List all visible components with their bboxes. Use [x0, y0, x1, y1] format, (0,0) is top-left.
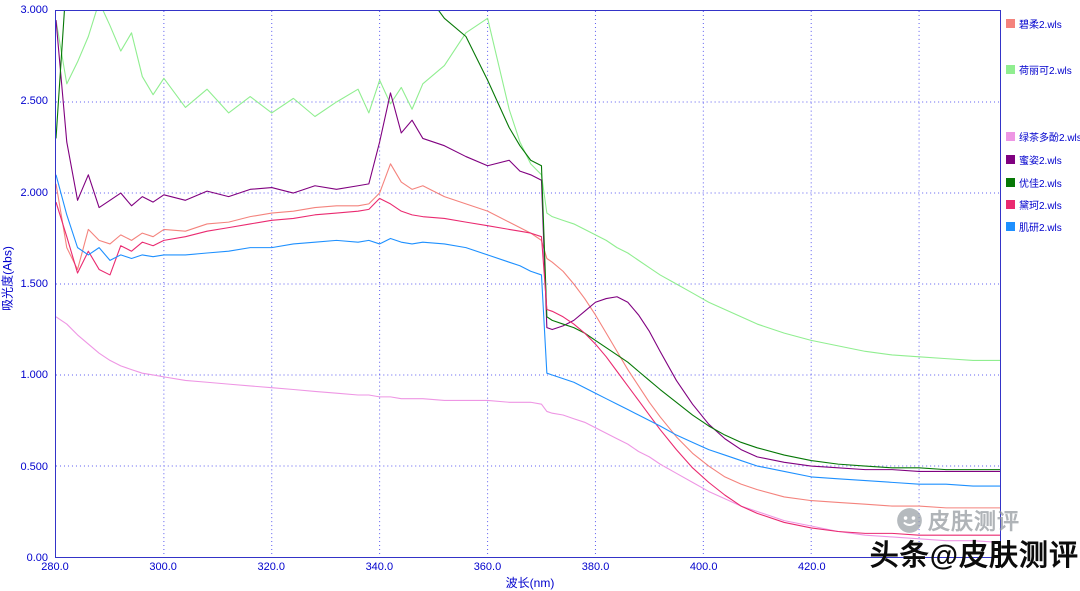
series-line-birou — [56, 163, 1000, 509]
y-tick-label: 2.500 — [20, 95, 48, 108]
legend-label: 优佳2.wls — [1019, 179, 1062, 190]
legend-swatch — [1006, 132, 1015, 141]
x-tick-label: 400.0 — [689, 561, 718, 573]
legend-item-jiyan[interactable]: 肌研2.wls — [1006, 219, 1062, 234]
y-axis-tick-labels: 3.000 2.500 2.000 1.500 1.000 0.500 0.00 — [6, 0, 50, 590]
legend-item-mizi[interactable]: 蜜姿2.wls — [1006, 152, 1062, 167]
legend-label: 绿茶多酚2.wls — [1019, 133, 1080, 144]
y-tick-label: 0.00 — [26, 552, 48, 564]
legend-label: 黛珂2.wls — [1019, 201, 1062, 212]
legend-swatch — [1006, 65, 1015, 74]
series-line-youjia — [56, 11, 1000, 471]
series-line-lvchaduofen — [56, 316, 1000, 544]
x-tick-label: 380.0 — [581, 561, 610, 573]
y-tick-label: 1.000 — [20, 369, 48, 382]
x-tick-label: 300.0 — [149, 561, 177, 573]
plot-canvas — [56, 11, 1000, 557]
legend: 碧柔2.wls 荷丽可2.wls 绿茶多酚2.wls 蜜姿2.wls 优佳2.wls 黛珂… — [1006, 0, 1080, 260]
x-tick-label: 340.0 — [365, 561, 394, 573]
x-tick-label: 320.0 — [257, 561, 285, 573]
legend-item-helike[interactable]: 荷丽可2.wls — [1006, 62, 1072, 77]
legend-swatch — [1006, 222, 1015, 231]
series-line-mizi — [56, 20, 1000, 472]
legend-swatch — [1006, 19, 1015, 28]
legend-item-lvchaduofen[interactable]: 绿茶多酚2.wls — [1006, 129, 1080, 144]
plot-area — [55, 10, 1001, 558]
legend-item-daike[interactable]: 黛珂2.wls — [1006, 197, 1062, 212]
y-tick-label: 2.000 — [20, 186, 48, 199]
x-axis-tick-labels: 280.0 300.0 320.0 340.0 360.0 380.0 400.0 420.0 — [0, 561, 1080, 574]
y-tick-label: 1.500 — [20, 278, 48, 290]
y-tick-label: 3.000 — [20, 4, 48, 16]
series-line-daike — [56, 197, 1000, 536]
legend-swatch — [1006, 200, 1015, 209]
x-axis-title: 波长(nm) — [505, 576, 555, 590]
gridlines — [56, 11, 1000, 557]
legend-swatch — [1006, 178, 1015, 187]
legend-label: 肌研2.wls — [1019, 223, 1062, 234]
x-tick-label: 280.0 — [41, 561, 69, 573]
legend-item-birou[interactable]: 碧柔2.wls — [1006, 16, 1062, 31]
y-tick-label: 0.500 — [20, 460, 48, 473]
legend-swatch — [1006, 155, 1015, 164]
x-tick-label: 360.0 — [473, 561, 502, 573]
legend-label: 荷丽可2.wls — [1019, 66, 1072, 77]
series-line-jiyan — [56, 174, 1000, 487]
legend-label: 碧柔2.wls — [1019, 20, 1062, 31]
legend-item-youjia[interactable]: 优佳2.wls — [1006, 175, 1062, 190]
series-line-helike — [56, 11, 1000, 361]
x-tick-label: 420.0 — [798, 561, 826, 573]
legend-label: 蜜姿2.wls — [1019, 156, 1062, 167]
